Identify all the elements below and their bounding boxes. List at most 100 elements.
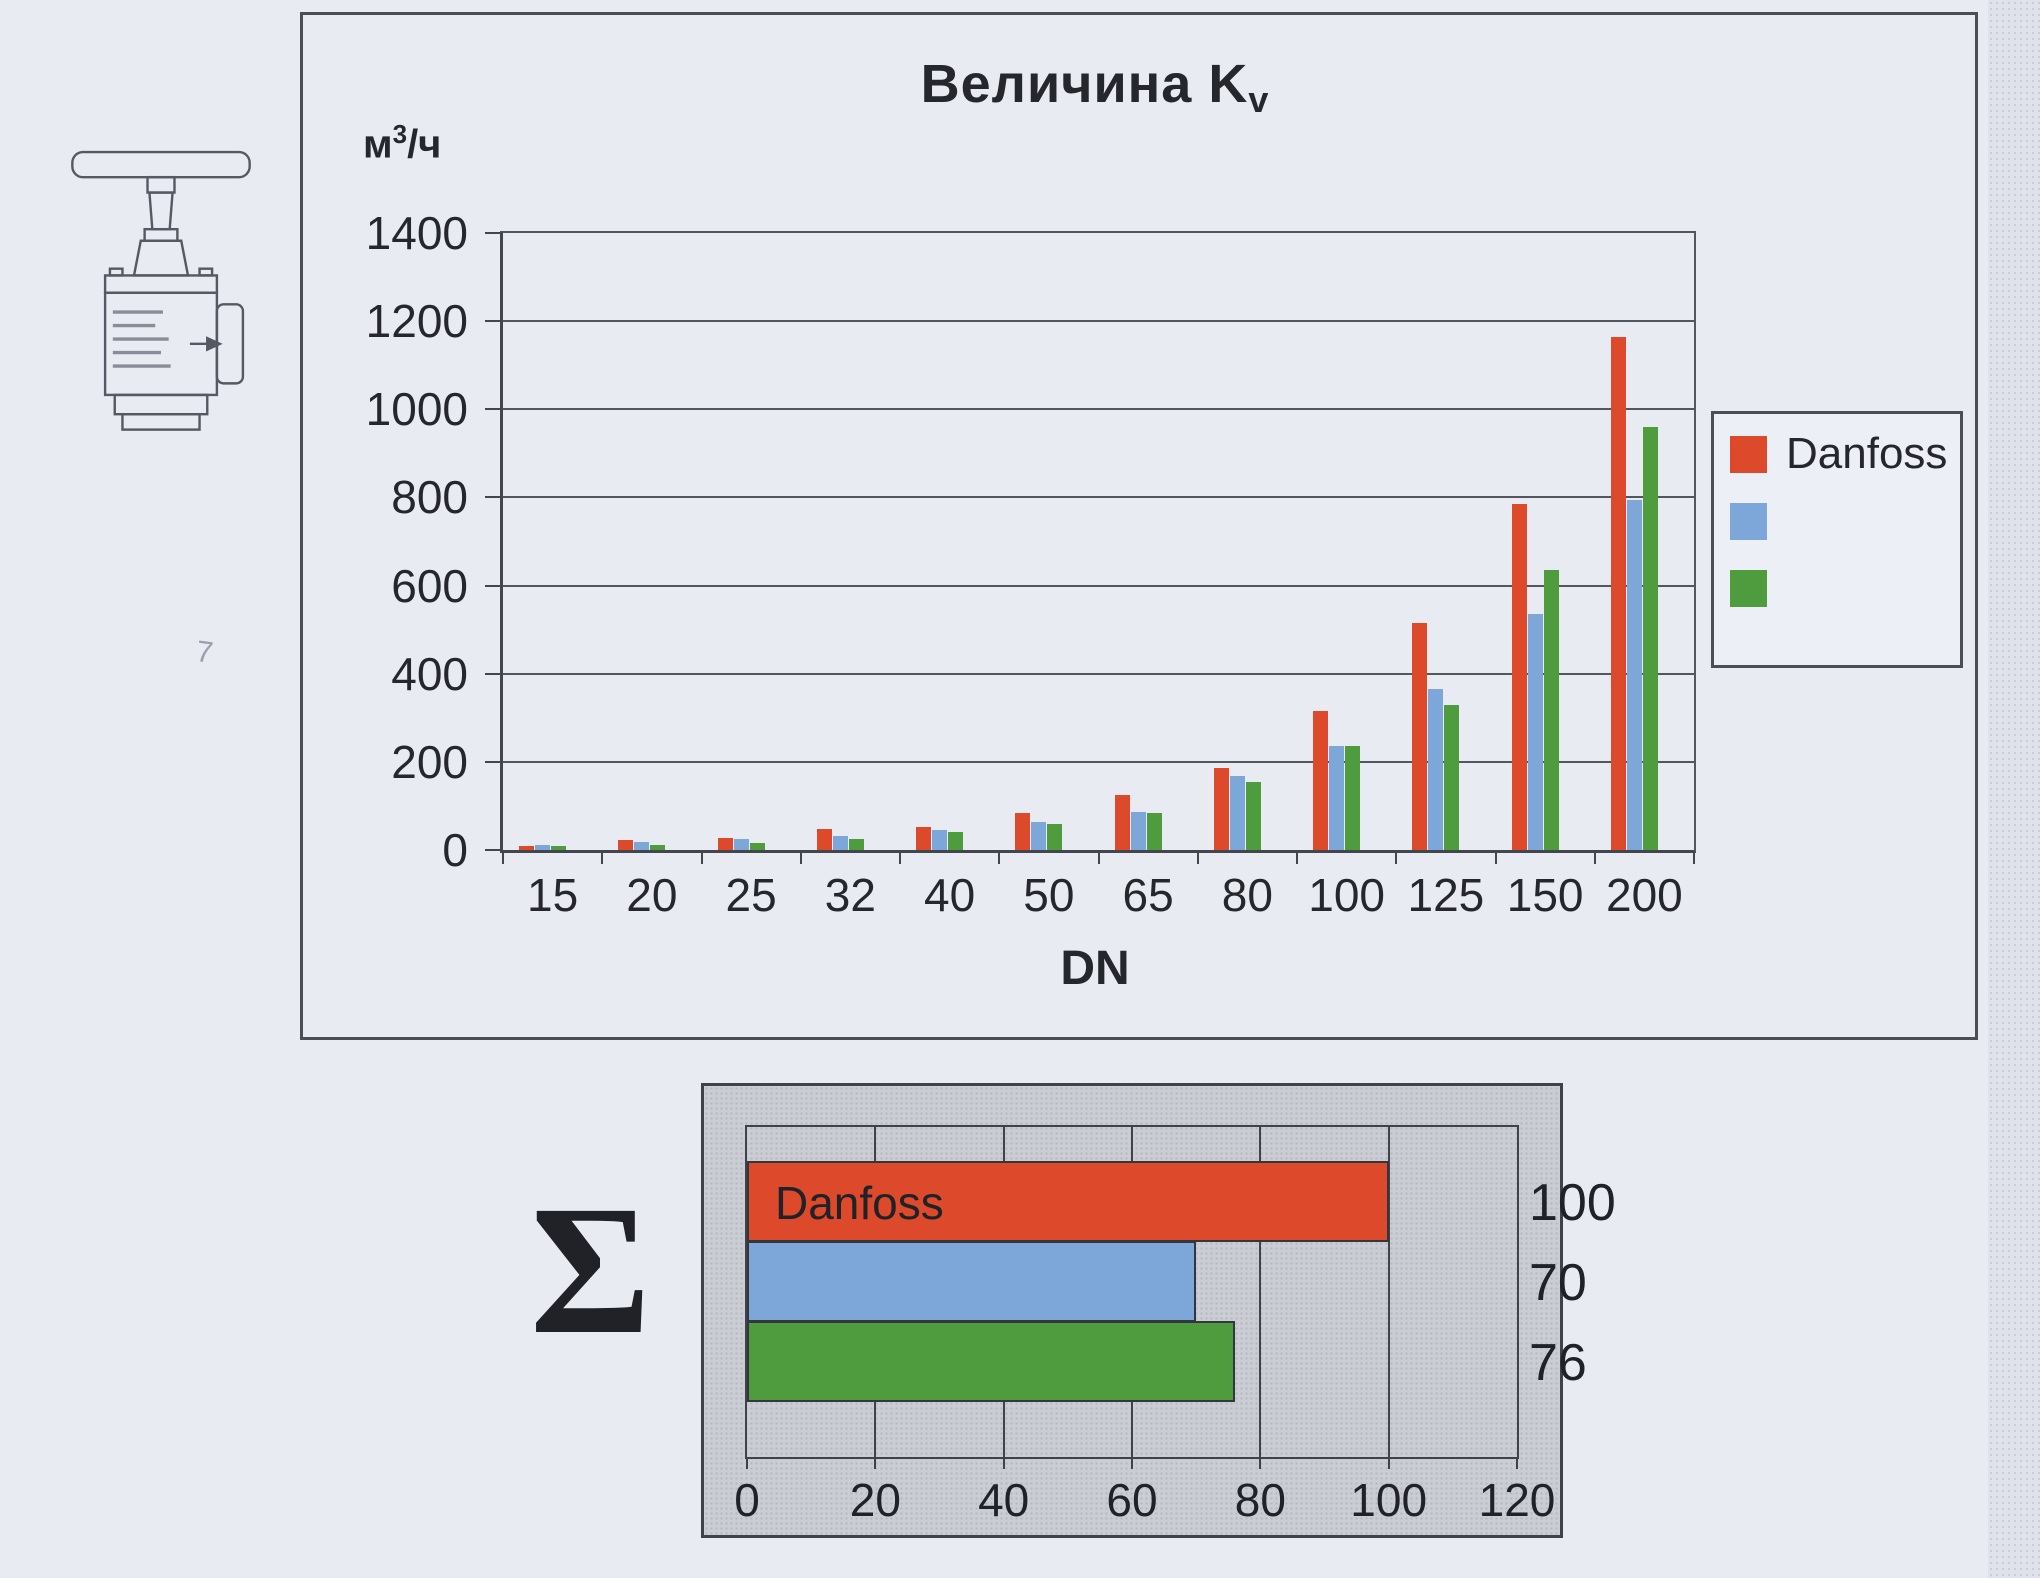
valve-stem [148,191,174,231]
x-tick-label-200: 200 [1606,869,1683,921]
y-tick-200 [485,760,500,763]
x-tick-label-65: 65 [1122,869,1174,921]
bar-series1-dn32 [832,835,848,850]
chart-title: Величина Kv [895,53,1295,121]
bar-series2-dn125 [1444,704,1460,850]
valve-drawing-icon [71,150,251,431]
x-tick-label-125: 125 [1407,869,1485,921]
hbar-value-label-76: 76 [1529,1333,1587,1392]
x-tick-7 [1196,853,1199,864]
bar-series2-dn40 [948,831,963,850]
bar-series1-dn40 [932,829,947,850]
bar-Danfoss-dn20 [618,840,634,850]
y-tick-800 [485,496,500,499]
bar-Danfoss-dn32 [816,828,832,850]
y-tick-label-200: 200 [391,735,468,788]
lower-x-tick-label-100: 100 [1350,1474,1428,1526]
x-tick-8 [1296,853,1298,864]
chart-title-text: Величина K [920,54,1249,114]
lower-x-tick-120 [1516,1459,1518,1469]
valve-body-flange [103,274,219,294]
bar-Danfoss-dn15 [519,845,534,850]
y-unit-pre: м [363,122,393,167]
y-tick-label-400: 400 [391,647,468,700]
x-tick-4 [899,853,901,864]
bar-series2-dn50 [1047,823,1063,850]
y-tick-label-0: 0 [442,824,468,876]
valve-base-upper [113,393,209,416]
sum-bar-plot: Danfoss 100 70 76 0 20 40 60 80 100 120 [734,1125,1616,1526]
lower-x-tick-40 [1002,1459,1005,1469]
bar-series2-dn100 [1345,746,1360,850]
sum-chart-panel: Danfoss 100 70 76 0 20 40 60 80 100 120 [701,1083,1616,1538]
y-tick-label-800: 800 [391,471,468,524]
valve-hub [146,175,176,194]
bar-Danfoss-dn80 [1213,768,1229,850]
x-tick-label-40: 40 [924,869,976,921]
valve-handle [71,150,251,179]
x-tick-12 [1693,853,1695,864]
x-tick-6 [1097,853,1100,864]
gridline-1000 [503,408,1694,411]
bar-series1-dn200 [1626,499,1642,850]
hbar-value-label-70: 70 [1529,1253,1587,1312]
sigma-symbol: Σ [530,1168,651,1373]
gridline-800 [503,496,1694,499]
x-tick-label-50: 50 [1023,869,1075,921]
legend-swatch-red [1730,436,1767,473]
vgridline-100 [1387,1127,1390,1457]
legend-swatch-green [1730,570,1767,607]
bar-series2-dn200 [1642,426,1658,850]
hbar-value-label-100: 100 [1529,1173,1616,1232]
scan-mark: 7 [193,635,215,671]
lower-x-tick-100 [1387,1459,1390,1469]
lower-x-tick-label-20: 20 [849,1474,901,1526]
y-tick-600 [485,584,500,587]
y-tick-label-1200: 1200 [365,295,468,348]
y-unit-post: /ч [407,122,442,167]
bar-series2-dn80 [1245,782,1261,850]
gridline-200 [503,760,1694,763]
bar-series1-dn100 [1329,746,1344,850]
bar-series1-dn50 [1031,822,1047,850]
valve-label-lines [112,310,171,368]
lower-x-tick-label-0: 0 [734,1474,760,1526]
hbar-bar2 [747,1321,1235,1402]
bar-series1-dn150 [1527,614,1543,850]
bar-Danfoss-dn25 [717,837,733,850]
y-tick-1000 [485,408,500,411]
y-tick-label-1000: 1000 [365,383,468,436]
x-tick-11 [1593,853,1596,864]
legend-swatch-blue [1730,503,1767,540]
x-tick-label-150: 150 [1506,869,1584,921]
lower-x-tick-80 [1259,1459,1262,1469]
lower-x-tick-label-120: 120 [1478,1474,1556,1526]
vgridline-80 [1259,1127,1262,1457]
bar-series1-dn25 [733,838,749,850]
lower-x-tick-label-80: 80 [1234,1474,1286,1526]
lower-x-tick-0 [746,1459,748,1469]
y-tick-1200 [485,320,500,323]
y-tick-400 [485,672,500,675]
gridline-1200 [503,320,1694,323]
bar-Danfoss-dn50 [1015,813,1031,850]
y-axis-unit-label: м3/ч [363,119,441,167]
y-tick-0 [485,849,500,851]
bar-series2-dn65 [1146,813,1162,850]
x-tick-2 [700,853,703,864]
bar-series1-dn125 [1428,689,1444,850]
bar-series2-dn15 [551,846,566,850]
bar-series1-dn80 [1229,776,1245,850]
valve-stem-collar [143,227,179,242]
y-tick-label-600: 600 [391,559,468,612]
lower-x-tick-60 [1131,1459,1133,1469]
kv-chart-panel: Величина Kv м3/ч 0 200 400 600 800 1000 1200 14… [300,12,1978,1040]
x-tick-label-80: 80 [1221,869,1273,921]
valve-bonnet [132,239,190,277]
bar-Danfoss-dn200 [1610,336,1626,850]
gridline-600 [503,584,1694,587]
x-tick-label-20: 20 [626,869,678,921]
bar-series2-dn20 [650,844,666,850]
chart-title-subscript: v [1248,79,1270,120]
